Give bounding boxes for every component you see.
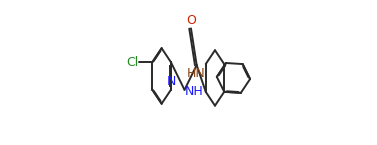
Text: Cl: Cl xyxy=(126,56,138,69)
Text: O: O xyxy=(186,14,196,27)
Text: HN: HN xyxy=(186,67,205,80)
Text: N: N xyxy=(167,75,176,88)
Text: NH: NH xyxy=(185,85,204,98)
